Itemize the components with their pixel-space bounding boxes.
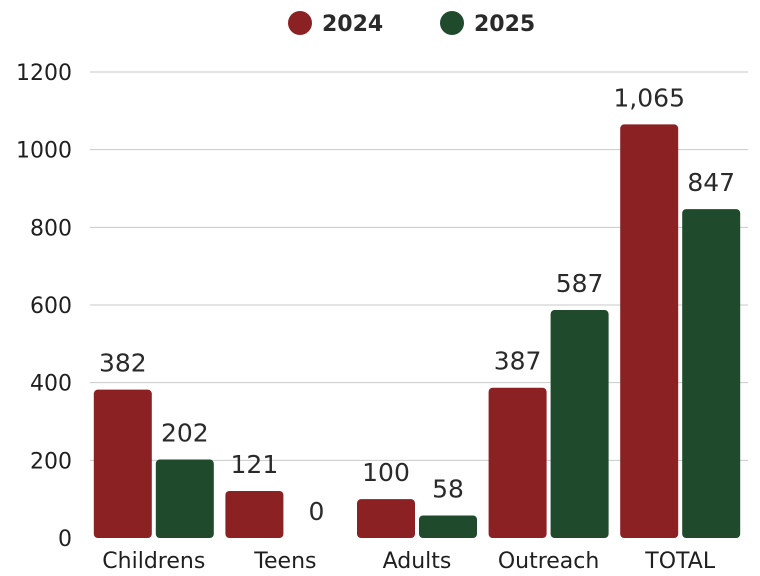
bar-2025-outreach <box>550 310 609 538</box>
data-label: 0 <box>308 497 324 526</box>
bar-2024-teens <box>225 491 284 538</box>
y-tick-label: 800 <box>30 216 72 241</box>
y-tick-label: 1000 <box>16 139 72 164</box>
bar-2024-adults <box>357 499 415 538</box>
data-label: 202 <box>161 419 209 448</box>
data-label: 121 <box>231 450 279 479</box>
legend-label: 2024 <box>322 12 383 37</box>
x-tick-label: Teens <box>253 549 316 574</box>
y-tick-label: 1200 <box>16 61 72 86</box>
y-tick-label: 600 <box>30 294 72 319</box>
x-tick-label: Adults <box>383 549 452 574</box>
data-label: 58 <box>432 474 464 503</box>
data-label: 382 <box>99 349 147 378</box>
bar-2024-outreach <box>488 387 547 538</box>
y-axis: 0 200 400 600 800 1000 1200 <box>16 61 72 552</box>
legend-label: 2025 <box>474 12 535 37</box>
legend: 2024 2025 <box>288 11 535 37</box>
x-tick-label: TOTAL <box>644 549 716 574</box>
y-tick-label: 200 <box>30 449 72 474</box>
data-label: 587 <box>556 269 604 298</box>
x-axis: Childrens Teens Adults Outreach TOTAL <box>102 549 716 574</box>
x-tick-label: Childrens <box>102 549 205 574</box>
legend-marker-2024 <box>288 11 312 35</box>
bar-2025-childrens <box>155 459 214 538</box>
y-tick-label: 0 <box>58 527 72 552</box>
data-label: 100 <box>362 458 410 487</box>
data-labels: 382 202 121 0 100 58 387 587 1,065 847 <box>99 83 735 526</box>
bars <box>93 124 741 539</box>
bar-2024-total <box>620 124 679 539</box>
legend-marker-2025 <box>440 11 464 35</box>
data-label: 847 <box>687 168 735 197</box>
y-tick-label: 400 <box>30 372 72 397</box>
bar-2025-total <box>682 209 741 538</box>
bar-2025-adults <box>419 515 477 538</box>
data-label: 387 <box>494 347 542 376</box>
x-tick-label: Outreach <box>498 549 600 574</box>
bar-2024-childrens <box>93 389 152 538</box>
data-label: 1,065 <box>613 83 685 112</box>
